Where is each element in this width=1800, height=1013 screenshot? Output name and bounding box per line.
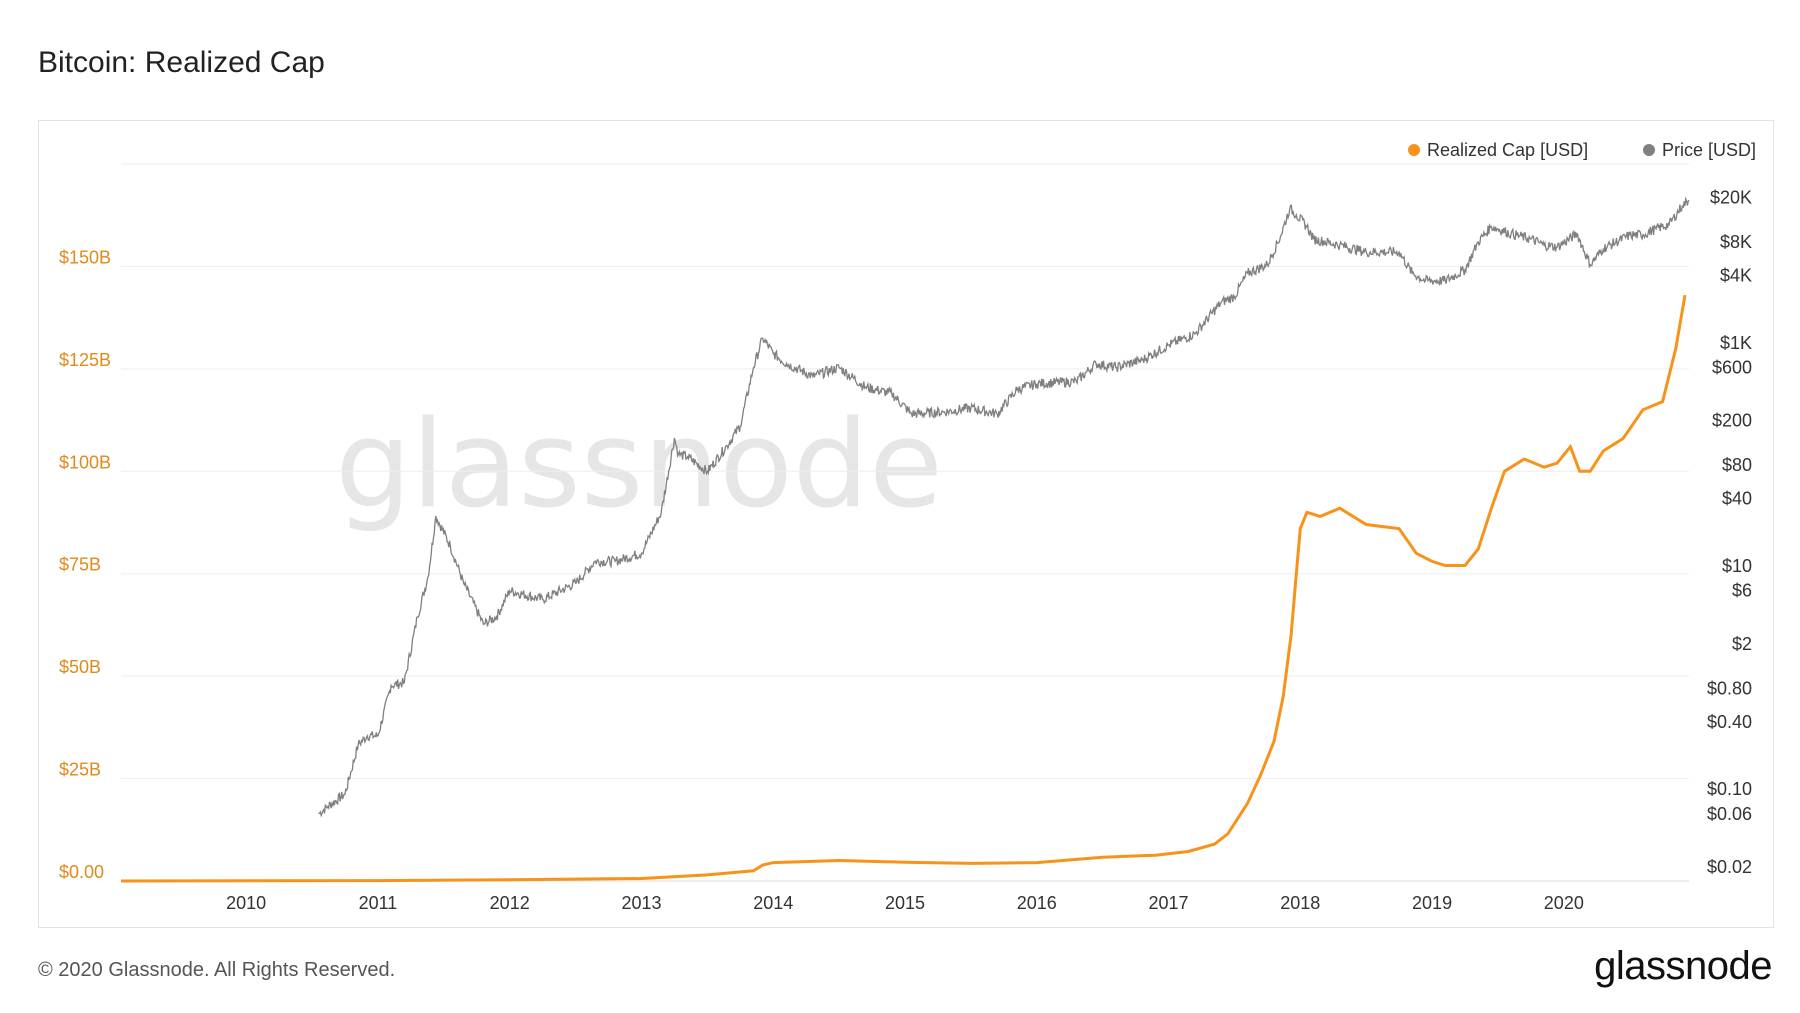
left-tick-label: $125B — [59, 350, 111, 370]
right-tick-label: $1K — [1720, 333, 1752, 353]
right-axis: $20K $8K $4K $1K $600 $200 $80 $40 $10 $6 $2 $0.80 $… — [1707, 188, 1752, 877]
price-series-line — [318, 196, 1690, 818]
right-tick-label: $0.02 — [1707, 857, 1752, 877]
x-tick-label: 2013 — [621, 893, 661, 913]
left-tick-label: $0.00 — [59, 862, 104, 882]
x-tick-label: 2018 — [1280, 893, 1320, 913]
right-tick-label: $0.06 — [1707, 804, 1752, 824]
legend-price-label[interactable]: Price [USD] — [1662, 140, 1756, 160]
chart-svg: glassnode $0.00 $25B $50B $75B $100B $125B $15… — [59, 140, 1756, 913]
right-tick-label: $0.80 — [1707, 678, 1752, 698]
copyright-footer: © 2020 Glassnode. All Rights Reserved. — [38, 959, 396, 981]
right-tick-label: $0.40 — [1707, 712, 1752, 732]
grid-lines — [121, 163, 1689, 882]
right-tick-label: $4K — [1720, 266, 1752, 286]
x-tick-label: 2014 — [753, 893, 793, 913]
right-tick-label: $20K — [1710, 188, 1752, 208]
right-tick-label: $10 — [1722, 556, 1752, 576]
x-tick-label: 2011 — [359, 893, 398, 913]
x-tick-label: 2015 — [885, 893, 925, 913]
x-tick-label: 2017 — [1149, 893, 1189, 913]
legend-realized-cap-label[interactable]: Realized Cap [USD] — [1427, 140, 1588, 160]
right-tick-label: $200 — [1712, 411, 1752, 431]
right-tick-label: $8K — [1720, 232, 1752, 252]
right-tick-label: $0.10 — [1707, 779, 1752, 799]
legend-realized-cap-marker — [1408, 144, 1420, 156]
legend-price-marker — [1643, 144, 1655, 156]
x-tick-label: 2016 — [1017, 893, 1057, 913]
left-tick-label: $25B — [59, 760, 101, 780]
left-tick-label: $100B — [59, 452, 111, 472]
realized-cap-series-line — [120, 294, 1687, 883]
x-axis: 2010 2011 2012 2013 2014 2015 2016 2017 2018 2019… — [226, 893, 1584, 913]
x-tick-label: 2010 — [226, 893, 266, 913]
x-tick-label: 2020 — [1544, 893, 1584, 913]
x-tick-label: 2019 — [1412, 893, 1452, 913]
brand-logo[interactable]: glassnode — [1594, 944, 1772, 988]
left-tick-label: $50B — [59, 657, 101, 677]
right-tick-label: $80 — [1722, 455, 1752, 475]
right-tick-label: $600 — [1712, 358, 1752, 378]
right-tick-label: $40 — [1722, 489, 1752, 509]
x-tick-label: 2012 — [490, 893, 530, 913]
left-axis: $0.00 $25B $50B $75B $100B $125B $150B — [59, 247, 111, 882]
chart-panel: glassnode $0.00 $25B $50B $75B $100B $125B $15… — [38, 120, 1774, 928]
left-tick-label: $75B — [59, 555, 101, 575]
page-title: Bitcoin: Realized Cap — [38, 46, 325, 79]
right-tick-label: $6 — [1732, 581, 1752, 601]
left-tick-label: $150B — [59, 247, 111, 267]
legend: Realized Cap [USD] Price [USD] — [1408, 140, 1756, 160]
right-tick-label: $2 — [1732, 634, 1752, 654]
watermark: glassnode — [335, 396, 943, 535]
